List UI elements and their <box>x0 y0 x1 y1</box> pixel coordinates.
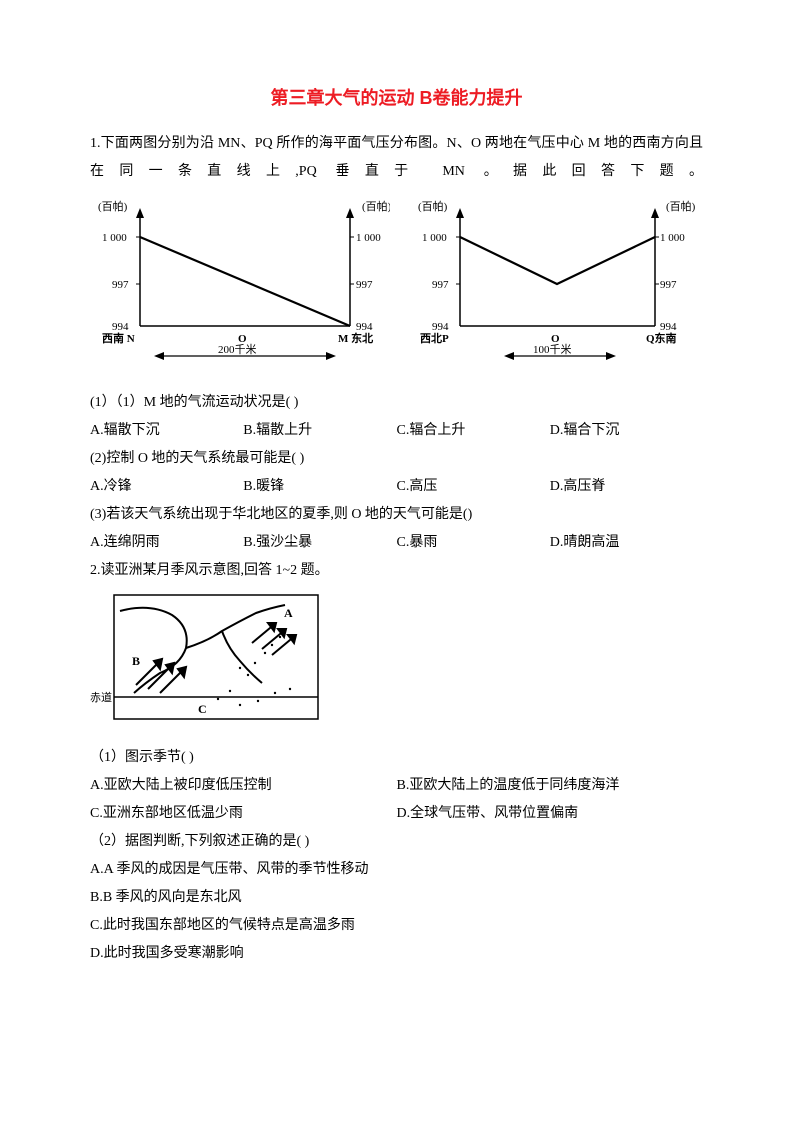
svg-text:1 000: 1 000 <box>422 232 447 244</box>
chartB-ylabel-r: (百帕) <box>666 199 696 213</box>
q1-sub2-a: A.冷锋 <box>90 473 243 501</box>
q2-sub1-stem: （1）图示季节( ) <box>90 744 703 772</box>
q2-sub1-a: A.亚欧大陆上被印度低压控制 <box>90 772 397 800</box>
q1-sub3-b: B.强沙尘暴 <box>243 529 396 557</box>
q2-sub2-a: A.A 季风的成因是气压带、风带的季节性移动 <box>90 856 703 884</box>
q1-sub3-stem: (3)若该天气系统出现于华北地区的夏季,则 O 地的天气可能是() <box>90 501 703 529</box>
svg-text:997: 997 <box>112 279 129 291</box>
q2-map: 赤道 A B C <box>90 593 703 732</box>
q1-sub1-d: D.辐合下沉 <box>550 417 703 445</box>
chart-pq: (百帕) (百帕) 1 000 997 994 1 000 997 994 西北… <box>410 196 698 371</box>
q1-sub2-c: C.高压 <box>397 473 550 501</box>
q2-sub2-stem: （2）据图判断,下列叙述正确的是( ) <box>90 828 703 856</box>
q2-sub1-c: C.亚洲东部地区低温少雨 <box>90 800 397 828</box>
svg-text:994: 994 <box>432 321 449 333</box>
q1-sub2-options: A.冷锋 B.暖锋 C.高压 D.高压脊 <box>90 473 703 501</box>
svg-text:1 000: 1 000 <box>660 232 685 244</box>
page-title: 第三章大气的运动 B卷能力提升 <box>90 80 703 116</box>
svg-text:997: 997 <box>660 279 677 291</box>
equator-label: 赤道 <box>90 690 112 704</box>
chartB-ylabel: (百帕) <box>418 199 448 213</box>
q1-sub3-options: A.连绵阴雨 B.强沙尘暴 C.暴雨 D.晴朗高温 <box>90 529 703 557</box>
svg-text:994: 994 <box>660 321 677 333</box>
map-label-b: B <box>132 654 140 668</box>
q1-sub1-a: A.辐散下沉 <box>90 417 243 445</box>
svg-text:100千米: 100千米 <box>533 343 572 356</box>
chartA-ylabel-r: (百帕) <box>362 199 390 213</box>
q1-sub1-options: A.辐散下沉 B.辐散上升 C.辐合上升 D.辐合下沉 <box>90 417 703 445</box>
svg-text:994: 994 <box>356 321 373 333</box>
q1-sub2-stem: (2)控制 O 地的天气系统最可能是( ) <box>90 445 703 473</box>
svg-text:西北P: 西北P <box>420 331 449 345</box>
q1-sub1-c: C.辐合上升 <box>397 417 550 445</box>
q2-sub1-options: A.亚欧大陆上被印度低压控制 B.亚欧大陆上的温度低于同纬度海洋 C.亚洲东部地… <box>90 772 703 828</box>
svg-text:1 000: 1 000 <box>102 232 127 244</box>
q2-sub1-b: B.亚欧大陆上的温度低于同纬度海洋 <box>397 772 704 800</box>
q2-sub2-options: A.A 季风的成因是气压带、风带的季节性移动 B.B 季风的风向是东北风 C.此… <box>90 856 703 968</box>
svg-text:994: 994 <box>112 321 129 333</box>
svg-text:1 000: 1 000 <box>356 232 381 244</box>
svg-text:200千米: 200千米 <box>218 343 257 356</box>
charts-row: (百帕) (百帕) 1 000 997 994 1 000 997 994 西南… <box>90 196 703 371</box>
svg-text:997: 997 <box>356 279 373 291</box>
q2-sub2-b: B.B 季风的风向是东北风 <box>90 884 703 912</box>
svg-text:M 东北: M 东北 <box>338 331 373 345</box>
svg-text:西南 N: 西南 N <box>102 331 135 345</box>
q2-sub2-d: D.此时我国多受寒潮影响 <box>90 940 703 968</box>
chartA-ylabel: (百帕) <box>98 199 128 213</box>
q1-sub2-b: B.暖锋 <box>243 473 396 501</box>
chart-mn: (百帕) (百帕) 1 000 997 994 1 000 997 994 西南… <box>90 196 390 371</box>
map-label-a: A <box>284 606 293 620</box>
q1-sub1-b: B.辐散上升 <box>243 417 396 445</box>
q2-sub1-d: D.全球气压带、风带位置偏南 <box>397 800 704 828</box>
q1-intro: 1.下面两图分别为沿 MN、PQ 所作的海平面气压分布图。N、O 两地在气压中心… <box>90 130 703 186</box>
svg-text:Q东南: Q东南 <box>646 331 677 345</box>
q1-sub3-a: A.连绵阴雨 <box>90 529 243 557</box>
q1-sub3-c: C.暴雨 <box>397 529 550 557</box>
q1-sub2-d: D.高压脊 <box>550 473 703 501</box>
svg-text:997: 997 <box>432 279 449 291</box>
q1-sub1-stem: (1）（1）M 地的气流运动状况是( ) <box>90 389 703 417</box>
q2-intro: 2.读亚洲某月季风示意图,回答 1~2 题。 <box>90 557 703 585</box>
q2-sub2-c: C.此时我国东部地区的气候特点是高温多雨 <box>90 912 703 940</box>
q1-sub3-d: D.晴朗高温 <box>550 529 703 557</box>
map-label-c: C <box>198 702 207 716</box>
